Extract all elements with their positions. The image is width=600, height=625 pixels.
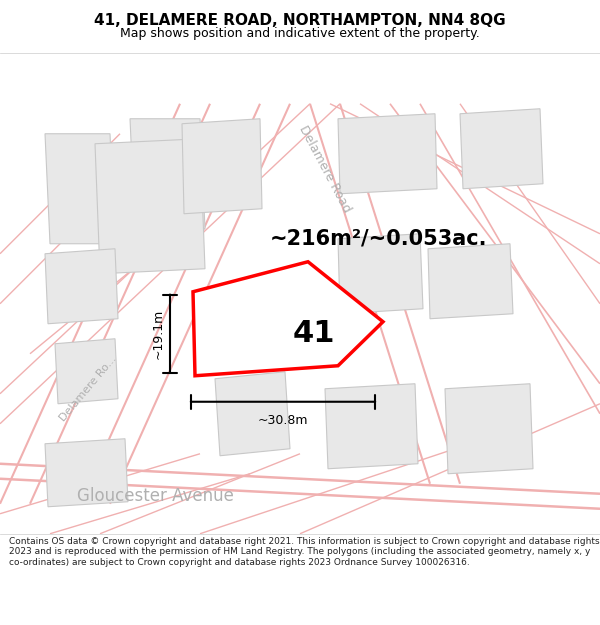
Text: 41, DELAMERE ROAD, NORTHAMPTON, NN4 8QG: 41, DELAMERE ROAD, NORTHAMPTON, NN4 8QG (94, 13, 506, 28)
Polygon shape (182, 119, 262, 214)
Polygon shape (428, 244, 513, 319)
Polygon shape (45, 249, 118, 324)
Polygon shape (130, 119, 205, 229)
Text: 41: 41 (292, 319, 335, 348)
Polygon shape (338, 114, 437, 194)
Polygon shape (45, 439, 128, 507)
Text: Map shows position and indicative extent of the property.: Map shows position and indicative extent… (120, 27, 480, 40)
Polygon shape (338, 234, 423, 314)
Text: Delamere Road: Delamere Road (296, 123, 353, 214)
Text: Delamere Ro...: Delamere Ro... (58, 354, 118, 424)
Text: ~30.8m: ~30.8m (258, 414, 308, 427)
Polygon shape (460, 109, 543, 189)
Text: Contains OS data © Crown copyright and database right 2021. This information is : Contains OS data © Crown copyright and d… (9, 537, 599, 567)
Text: Gloucester Avenue: Gloucester Avenue (77, 487, 233, 505)
Text: ~216m²/~0.053ac.: ~216m²/~0.053ac. (270, 229, 487, 249)
Polygon shape (193, 262, 383, 376)
Polygon shape (445, 384, 533, 474)
Polygon shape (325, 384, 418, 469)
Polygon shape (45, 134, 115, 244)
Polygon shape (55, 339, 118, 404)
Polygon shape (215, 372, 290, 456)
Polygon shape (95, 139, 205, 274)
Text: ~19.1m: ~19.1m (152, 309, 165, 359)
